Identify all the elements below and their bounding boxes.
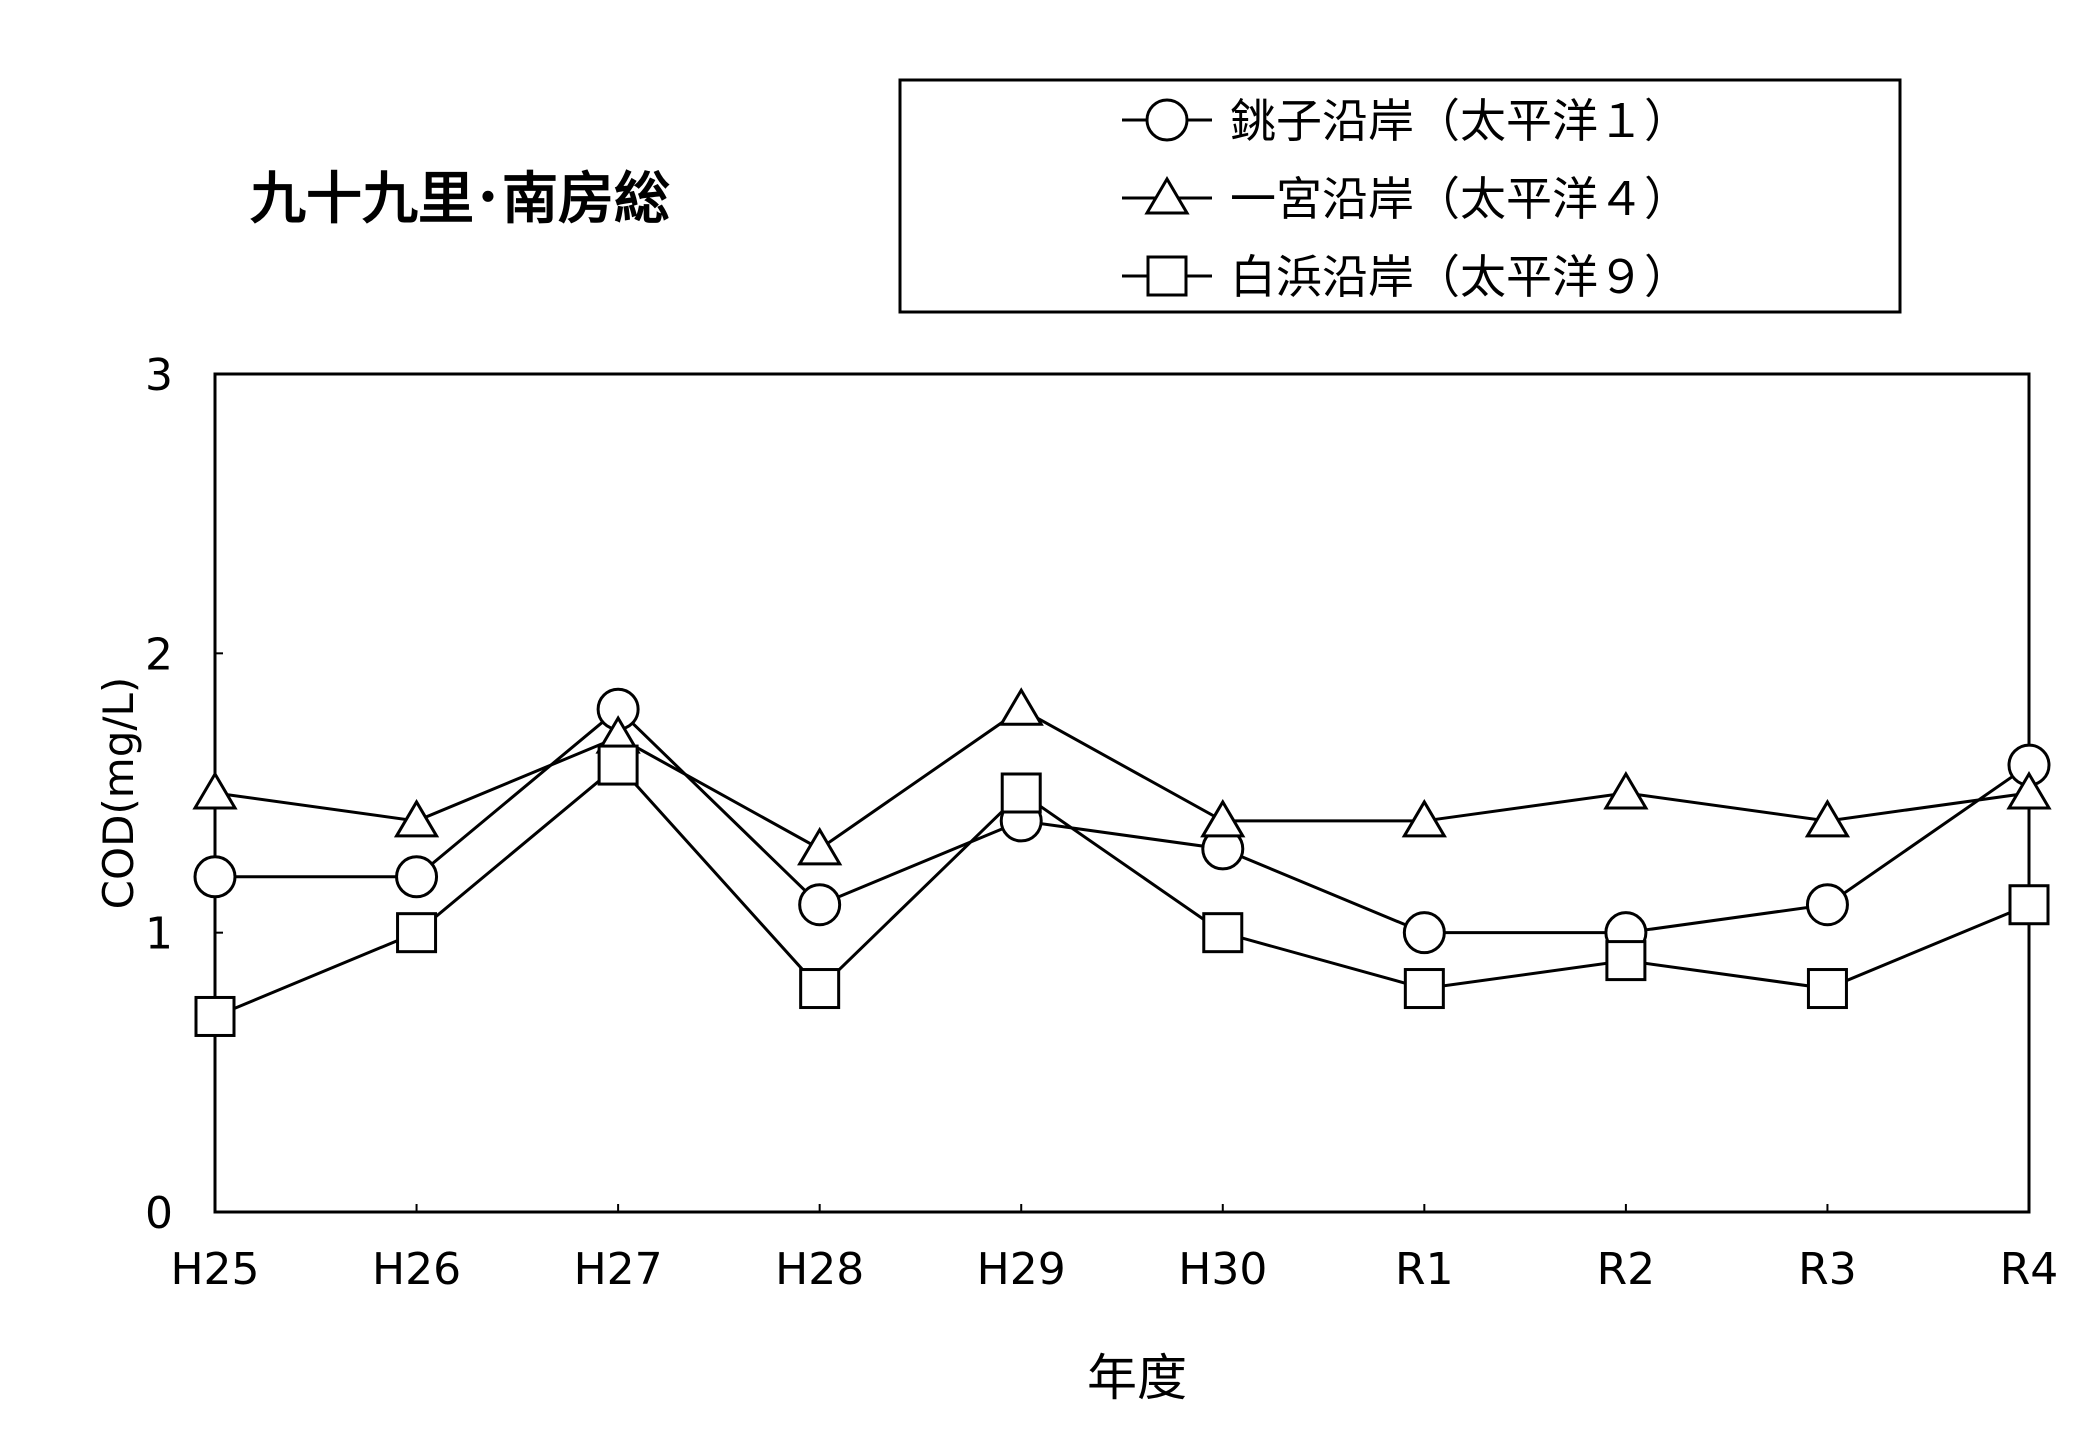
data-point-circle: [193, 855, 237, 899]
x-tick-label: H30: [1178, 1244, 1267, 1295]
legend-label: 一宮沿岸（太平洋４）: [1230, 172, 1690, 226]
data-point-triangle: [1200, 798, 1246, 838]
x-tick-label: H29: [977, 1244, 1066, 1295]
data-point-square: [1000, 772, 1042, 814]
x-axis-label: 年度: [1087, 1349, 1187, 1407]
data-point-square: [1202, 912, 1244, 954]
x-tick-label: H26: [372, 1244, 461, 1295]
y-tick-label: 3: [145, 350, 173, 401]
x-tick-label: H28: [775, 1244, 864, 1295]
series-line-2: [214, 707, 2030, 851]
x-tick-label: R3: [1798, 1244, 1857, 1295]
y-axis: 0 1 2 3: [145, 350, 223, 1239]
series-layer: [192, 687, 2052, 1037]
data-point-square: [597, 744, 639, 786]
legend-label: 白浜沿岸（太平洋９）: [1230, 250, 1690, 304]
data-point-triangle: [797, 826, 843, 866]
data-point-triangle: [998, 687, 1044, 726]
x-tick-label: R1: [1395, 1244, 1454, 1295]
data-point-triangle: [192, 771, 238, 810]
data-point-square: [1806, 968, 1848, 1010]
x-tick-label: H25: [170, 1244, 259, 1295]
legend: 銚子沿岸（太平洋１） 一宮沿岸（太平洋４） 白浜沿岸（太平洋９）: [1122, 94, 1690, 304]
data-point-triangle: [393, 798, 440, 838]
data-point-triangle: [1401, 798, 1447, 838]
legend-label: 銚子沿岸（太平洋１）: [1230, 94, 1690, 148]
legend-marker-triangle: [1144, 176, 1190, 215]
data-point-triangle: [2006, 771, 2052, 810]
data-point-triangle: [1603, 771, 1649, 810]
data-point-square: [396, 912, 438, 954]
chart-title: 九十九里･南房総: [250, 167, 670, 232]
y-axis-label: COD(mg/L): [94, 677, 143, 910]
x-tick-label: R2: [1597, 1244, 1656, 1295]
data-point-circle: [1402, 911, 1446, 955]
y-tick-label: 0: [145, 1188, 173, 1239]
data-point-circle: [395, 855, 439, 899]
x-axis: H25 H26 H27 H28 H29 H30 R1 R2 R3 R4: [170, 1204, 2058, 1295]
legend-marker-circle: [1145, 98, 1189, 142]
data-point-square: [799, 968, 841, 1010]
series-line-3: [214, 762, 2030, 1018]
data-point-square: [194, 995, 236, 1037]
y-tick-label: 2: [145, 629, 173, 680]
legend-marker-square: [1146, 255, 1188, 297]
data-point-circle: [1805, 883, 1849, 927]
data-point-square: [1403, 968, 1445, 1010]
data-point-square: [1605, 940, 1647, 982]
data-point-triangle: [1804, 798, 1851, 838]
legend-box: [898, 78, 1902, 314]
x-tick-label: H27: [574, 1244, 663, 1295]
series-line-1: [215, 707, 2030, 935]
y-tick-label: 1: [145, 909, 173, 960]
data-point-square: [2008, 884, 2050, 926]
x-tick-label: R4: [2000, 1244, 2059, 1295]
data-point-circle: [798, 883, 842, 927]
